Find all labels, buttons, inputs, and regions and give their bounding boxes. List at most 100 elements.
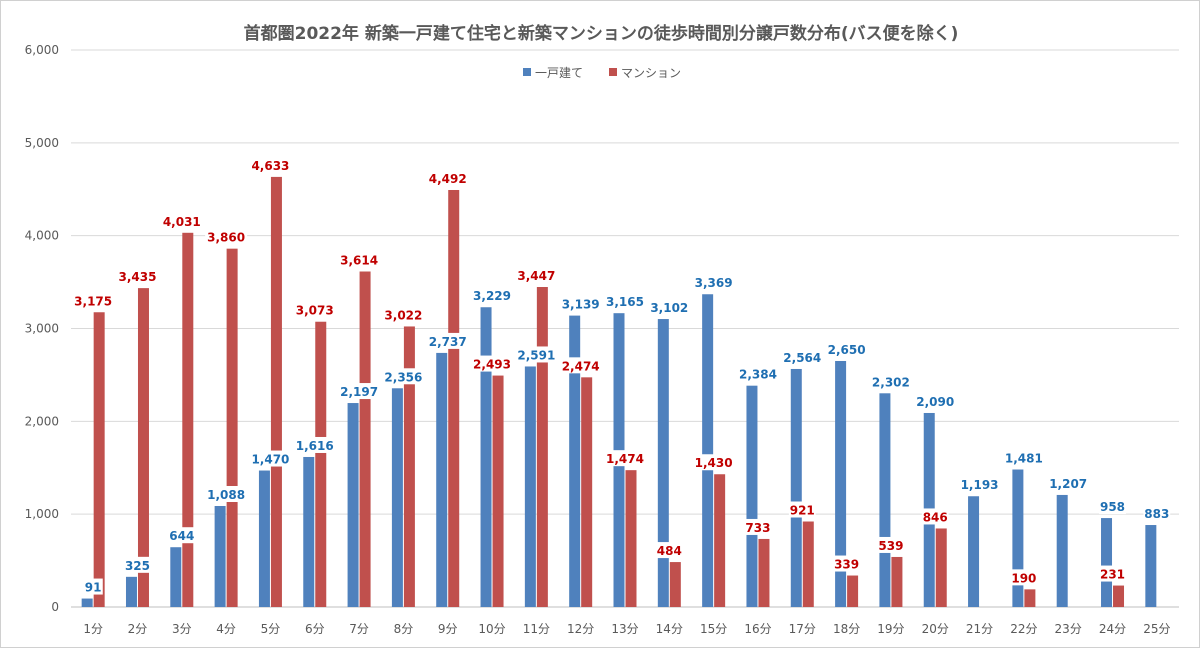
x-tick-label: 17分 [789, 622, 816, 636]
legend-label-detached-house: 一戸建て [535, 66, 583, 80]
bar-condominium [847, 575, 859, 607]
bar-condominium [758, 538, 770, 607]
y-tick-label: 6,000 [25, 43, 59, 57]
gridlines [71, 49, 1179, 608]
y-tick-label: 2,000 [25, 414, 59, 428]
data-label-condominium: 4,633 [251, 159, 289, 173]
data-label-detached-house-bg [471, 287, 514, 304]
data-label-condominium-bg [655, 542, 683, 559]
data-label-condominium-bg [160, 212, 203, 229]
data-label-detached-house: 2,650 [828, 343, 866, 357]
x-tick-label: 4分 [216, 622, 236, 636]
bar-detached-house [125, 576, 137, 607]
data-label-condominium: 3,614 [340, 254, 378, 268]
data-label-detached-house: 2,564 [783, 351, 821, 365]
bar-condominium [669, 562, 681, 607]
x-tick-label: 21分 [966, 622, 993, 636]
bar-detached-house [436, 352, 448, 607]
bar-condominium [226, 248, 238, 607]
legend: 一戸建て マンション [523, 66, 681, 80]
data-label-condominium: 3,022 [384, 308, 422, 322]
data-label-detached-house-bg [1143, 505, 1171, 522]
data-label-detached-house: 1,481 [1005, 452, 1043, 466]
bar-detached-house [1101, 518, 1113, 607]
x-tick-label: 13分 [611, 622, 638, 636]
data-label-detached-house: 325 [125, 559, 150, 573]
data-label-condominium-bg [293, 301, 336, 318]
bar-detached-house [258, 470, 270, 607]
bars [81, 176, 1157, 608]
y-tick-label: 5,000 [25, 136, 59, 150]
bar-detached-house [702, 294, 714, 607]
data-label-detached-house: 3,165 [606, 295, 644, 309]
bar-detached-house [879, 393, 891, 607]
data-label-condominium: 484 [657, 544, 682, 558]
data-label-condominium: 3,073 [296, 304, 334, 318]
data-label-condominium-bg [1099, 565, 1126, 582]
data-label-detached-house-bg [426, 332, 469, 349]
x-tick-label: 23分 [1055, 622, 1082, 636]
data-label-condominium: 190 [1011, 571, 1036, 585]
x-tick-label: 8分 [394, 622, 414, 636]
x-tick-label: 12分 [567, 622, 594, 636]
data-label-detached-house-bg [869, 373, 912, 390]
bar-detached-house [746, 385, 758, 607]
x-tick-label: 11分 [523, 622, 550, 636]
x-axis: 1分 2分 3分 4分 5分 6分 7分 8分 9分 10分 11分 12分 13分 14分 15分 16分 1… [83, 622, 1170, 636]
data-label-detached-house-bg [293, 436, 336, 453]
x-tick-label: 25分 [1143, 622, 1170, 636]
data-label-detached-house-bg [958, 476, 1001, 493]
data-label-detached-house-bg [914, 392, 957, 409]
data-label-detached-house: 3,229 [473, 289, 511, 303]
bar-detached-house [968, 496, 980, 607]
data-label-detached-house-bg [382, 368, 425, 385]
data-label-detached-house: 2,197 [340, 385, 378, 399]
data-label-detached-house: 2,591 [517, 348, 555, 362]
data-label-detached-house: 1,193 [961, 478, 999, 492]
data-label-detached-house: 2,384 [739, 368, 777, 382]
bar-detached-house [347, 403, 359, 607]
data-label-detached-house-bg [83, 578, 103, 595]
bar-detached-house [214, 505, 226, 607]
bar-detached-house [480, 307, 492, 607]
data-label-condominium-bg [205, 228, 248, 245]
data-label-condominium: 3,435 [118, 270, 156, 284]
data-label-detached-house: 1,088 [207, 488, 245, 502]
x-tick-label: 19分 [877, 622, 904, 636]
data-label-condominium-bg [116, 268, 159, 285]
x-tick-label: 1分 [83, 622, 103, 636]
bar-condominium [93, 312, 105, 607]
x-tick-label: 6分 [305, 622, 325, 636]
data-label-condominium-bg [744, 518, 772, 535]
bar-detached-house [303, 456, 315, 607]
data-label-detached-house-bg [249, 450, 292, 467]
data-label-condominium-bg [604, 450, 646, 467]
data-label-condominium: 3,447 [517, 269, 555, 283]
x-tick-label: 7分 [349, 622, 369, 636]
data-label-detached-house-bg [559, 295, 602, 312]
x-tick-label: 10分 [478, 622, 505, 636]
bar-condominium [448, 189, 460, 607]
data-label-detached-house: 1,207 [1049, 477, 1087, 491]
bar-detached-house [569, 315, 581, 607]
data-label-condominium-bg [382, 306, 425, 323]
bar-detached-house [81, 598, 93, 607]
data-label-condominium-bg [426, 169, 469, 186]
data-label-condominium-bg [559, 357, 602, 374]
bar-condominium [137, 288, 149, 607]
bar-condominium [359, 271, 371, 607]
data-label-condominium: 4,492 [429, 172, 467, 186]
legend-label-condominium: マンション [621, 66, 681, 80]
data-label-condominium: 921 [790, 504, 815, 518]
data-label-detached-house: 1,470 [251, 453, 289, 467]
bar-detached-house [657, 319, 669, 607]
bar-detached-house [391, 388, 403, 607]
data-label-detached-house: 2,737 [429, 335, 467, 349]
x-tick-label: 3分 [172, 622, 192, 636]
legend-swatch-condominium [609, 68, 617, 76]
data-label-detached-house-bg [124, 556, 151, 573]
bar-detached-house [1012, 469, 1024, 607]
bar-condominium [802, 521, 814, 607]
x-tick-label: 16分 [744, 622, 771, 636]
bar-condominium [1024, 589, 1036, 607]
